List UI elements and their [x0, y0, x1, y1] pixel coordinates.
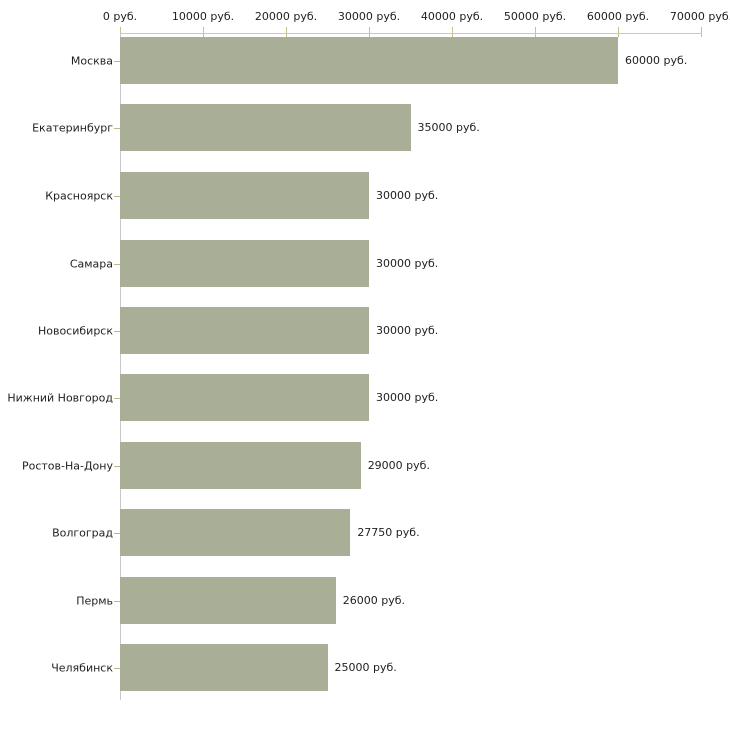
value-label: 60000 руб.: [625, 54, 688, 67]
category-tick-mark: [114, 532, 120, 534]
category-tick-mark: [114, 127, 120, 129]
value-label: 35000 руб.: [417, 121, 480, 134]
x-tick-label: 0 руб.: [102, 10, 138, 23]
x-tick-label: 40000 руб.: [420, 10, 484, 23]
category-label: Самара: [69, 257, 113, 270]
category-tick-mark: [114, 330, 120, 332]
x-tick-label: 60000 руб.: [586, 10, 650, 23]
bar-row: Волгоград 27750 руб.: [52, 509, 701, 556]
bar-row: Челябинск 25000 руб.: [51, 644, 701, 691]
x-tick-label: 20000 руб.: [254, 10, 318, 23]
x-tick-mark: [203, 27, 204, 37]
category-tick-mark: [114, 263, 120, 265]
bar: [120, 172, 369, 219]
bar: [120, 240, 369, 287]
category-label: Пермь: [76, 594, 113, 607]
value-label: 25000 руб.: [334, 661, 397, 674]
x-tick-mark: [369, 27, 370, 37]
x-tick-mark: [618, 27, 619, 37]
bar: [120, 644, 328, 691]
bar-row: Пермь 26000 руб.: [76, 577, 701, 624]
bar-row: Москва 60000 руб.: [71, 37, 701, 84]
category-label: Челябинск: [51, 661, 113, 674]
bar: [120, 307, 369, 354]
x-tick-label: 10000 руб.: [171, 10, 235, 23]
category-label: Москва: [70, 54, 113, 67]
category-tick-mark: [114, 60, 120, 62]
category-label: Красноярск: [45, 189, 113, 202]
bar-row: Новосибирск 30000 руб.: [38, 307, 701, 354]
x-tick-label: 50000 руб.: [503, 10, 567, 23]
category-label: Нижний Новгород: [7, 391, 113, 404]
bar: [120, 442, 361, 489]
category-tick-mark: [114, 667, 120, 669]
x-tick-label: 30000 руб.: [337, 10, 401, 23]
category-label: Ростов-На-Дону: [21, 459, 113, 472]
bar: [120, 577, 336, 624]
category-tick-mark: [114, 465, 120, 467]
value-label: 30000 руб.: [376, 391, 439, 404]
bar: [120, 104, 411, 151]
value-label: 30000 руб.: [376, 189, 439, 202]
category-tick-mark: [114, 600, 120, 602]
x-tick-mark: [286, 27, 287, 37]
y-axis-line: [120, 33, 121, 700]
category-label: Екатеринбург: [32, 121, 113, 134]
bar-row: Ростов-На-Дону 29000 руб.: [22, 442, 701, 489]
value-label: 29000 руб.: [367, 459, 430, 472]
x-tick-mark: [120, 27, 121, 37]
x-tick-mark: [535, 27, 536, 37]
category-label: Волгоград: [52, 526, 113, 539]
bar-row: Екатеринбург 35000 руб.: [32, 104, 701, 151]
value-label: 30000 руб.: [376, 257, 439, 270]
x-tick-mark: [452, 27, 453, 37]
bar-row: Красноярск 30000 руб.: [45, 172, 701, 219]
value-label: 27750 руб.: [357, 526, 420, 539]
bar-row: Самара 30000 руб.: [70, 240, 701, 287]
category-label: Новосибирск: [37, 324, 113, 337]
bar: [120, 374, 369, 421]
bar: [120, 509, 351, 556]
value-label: 26000 руб.: [342, 594, 406, 607]
x-tick-mark: [701, 27, 702, 37]
bar: [120, 37, 618, 84]
value-label: 30000 руб.: [376, 324, 439, 337]
bar-row: Нижний Новгород 30000 руб.: [7, 374, 701, 421]
category-tick-mark: [114, 397, 120, 399]
x-tick-label: 70000 руб.: [669, 10, 730, 23]
category-tick-mark: [114, 195, 120, 197]
x-axis-line: [120, 33, 702, 34]
